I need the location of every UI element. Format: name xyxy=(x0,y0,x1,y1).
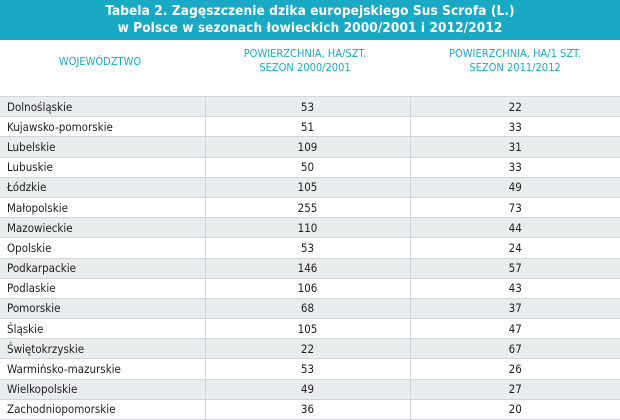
value-2000-cell: 22 xyxy=(205,338,411,360)
value-2000-cell: 53 xyxy=(205,97,411,118)
value-2011-cell: 22 xyxy=(410,97,620,118)
table-title: Tabela 2. Zagęszczenie dzika europejskie… xyxy=(0,0,620,40)
voivodeship-cell: Warmińsko-mazurskie xyxy=(0,358,206,380)
column-header-voivodeship: WOJEWÓDZTWO xyxy=(0,55,200,69)
table-row: Lubuskie 50 33 xyxy=(0,157,620,178)
value-2011-cell: 33 xyxy=(410,157,620,178)
value-2011-cell: 37 xyxy=(410,298,620,320)
column-header-voivodeship-label: WOJEWÓDZTWO xyxy=(58,55,142,68)
column-header-2011-line-1: POWIERZCHNIA, HA/1 SZT. xyxy=(448,47,582,60)
value-2011-cell: 24 xyxy=(410,237,620,259)
value-2011-cell: 26 xyxy=(410,358,620,380)
value-2011-cell: 43 xyxy=(410,278,620,299)
value-2011-cell: 20 xyxy=(410,399,620,420)
value-2011-cell: 67 xyxy=(410,338,620,360)
voivodeship-cell: Wielkopolskie xyxy=(0,379,206,400)
table-row: Zachodniopomorskie 36 20 xyxy=(0,399,620,420)
table-row: Śląskie 105 47 xyxy=(0,318,620,340)
value-2011-cell: 27 xyxy=(410,379,620,400)
column-header-2011-line-2: SEZON 2011/2012 xyxy=(469,61,561,74)
value-2000-cell: 53 xyxy=(205,358,411,380)
voivodeship-cell: Śląskie xyxy=(0,318,206,340)
voivodeship-cell: Kujawsko-pomorskie xyxy=(0,116,206,138)
value-2000-cell: 68 xyxy=(205,298,411,320)
table-row: Łódzkie 105 49 xyxy=(0,177,620,198)
value-2000-cell: 50 xyxy=(205,157,411,178)
table-row: Świętokrzyskie 22 67 xyxy=(0,338,620,360)
column-header-2000-line-1: POWIERZCHNIA, HA/SZT. xyxy=(243,47,367,60)
table-title-line-1: Tabela 2. Zagęszczenie dzika europejskie… xyxy=(105,3,515,19)
value-2011-cell: 73 xyxy=(410,197,620,219)
voivodeship-cell: Świętokrzyskie xyxy=(0,338,206,360)
voivodeship-cell: Pomorskie xyxy=(0,298,206,320)
column-header-2000: POWIERZCHNIA, HA/SZT. SEZON 2000/2001 xyxy=(205,47,405,75)
column-header-2011: POWIERZCHNIA, HA/1 SZT. SEZON 2011/2012 xyxy=(410,47,620,75)
value-2000-cell: 53 xyxy=(205,237,411,259)
value-2000-cell: 51 xyxy=(205,116,411,138)
table-row: Pomorskie 68 37 xyxy=(0,298,620,320)
voivodeship-cell: Dolnośląskie xyxy=(0,97,206,118)
table-row: Podkarpackie 146 57 xyxy=(0,258,620,279)
value-2000-cell: 49 xyxy=(205,379,411,400)
voivodeship-cell: Łódzkie xyxy=(0,177,206,198)
table-body: Dolnośląskie 53 22 Kujawsko-pomorskie 51 33 Lu… xyxy=(0,97,620,420)
value-2011-cell: 47 xyxy=(410,318,620,340)
value-2000-cell: 110 xyxy=(205,217,411,239)
voivodeship-cell: Podkarpackie xyxy=(0,258,206,279)
table-row: Mazowieckie 110 44 xyxy=(0,217,620,239)
table-row: Podlaskie 106 43 xyxy=(0,278,620,299)
value-2000-cell: 255 xyxy=(205,197,411,219)
value-2000-cell: 106 xyxy=(205,278,411,299)
table-row: Opolskie 53 24 xyxy=(0,237,620,259)
value-2000-cell: 36 xyxy=(205,399,411,420)
voivodeship-cell: Małopolskie xyxy=(0,197,206,219)
table-row: Warmińsko-mazurskie 53 26 xyxy=(0,358,620,380)
table-header: WOJEWÓDZTWO POWIERZCHNIA, HA/SZT. SEZON … xyxy=(0,40,620,97)
table-row: Wielkopolskie 49 27 xyxy=(0,379,620,400)
voivodeship-cell: Mazowieckie xyxy=(0,217,206,239)
value-2011-cell: 49 xyxy=(410,177,620,198)
table-row: Małopolskie 255 73 xyxy=(0,197,620,219)
voivodeship-cell: Opolskie xyxy=(0,237,206,259)
value-2000-cell: 146 xyxy=(205,258,411,279)
table-row: Dolnośląskie 53 22 xyxy=(0,97,620,118)
voivodeship-cell: Zachodniopomorskie xyxy=(0,399,206,420)
data-table: Dolnośląskie 53 22 Kujawsko-pomorskie 51 33 Lu… xyxy=(0,97,620,420)
value-2000-cell: 105 xyxy=(205,177,411,198)
table-row: Lubelskie 109 31 xyxy=(0,136,620,158)
value-2011-cell: 57 xyxy=(410,258,620,279)
value-2000-cell: 109 xyxy=(205,136,411,158)
table-row: Kujawsko-pomorskie 51 33 xyxy=(0,116,620,138)
value-2011-cell: 33 xyxy=(410,116,620,138)
value-2000-cell: 105 xyxy=(205,318,411,340)
voivodeship-cell: Lubelskie xyxy=(0,136,206,158)
voivodeship-cell: Lubuskie xyxy=(0,157,206,178)
value-2011-cell: 31 xyxy=(410,136,620,158)
column-header-2000-line-2: SEZON 2000/2001 xyxy=(259,61,351,74)
voivodeship-cell: Podlaskie xyxy=(0,278,206,299)
table-title-line-2: w Polsce w sezonach łowieckich 2000/2001… xyxy=(117,20,503,36)
value-2011-cell: 44 xyxy=(410,217,620,239)
